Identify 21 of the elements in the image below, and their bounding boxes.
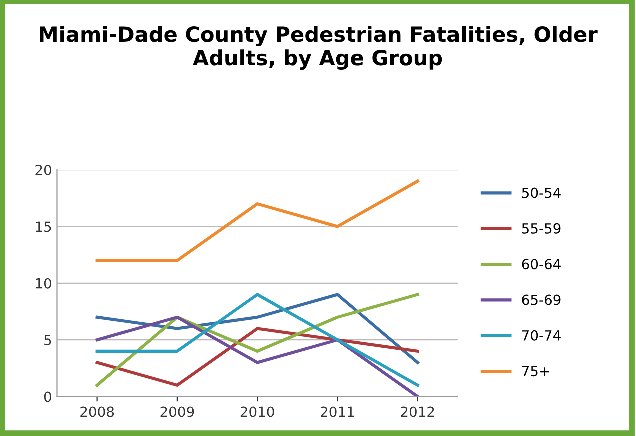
legend-label: 55-59: [522, 223, 561, 234]
y-tick-label: 20: [36, 165, 52, 176]
line-series: [96, 293, 420, 387]
x-tick-label: 2010: [240, 406, 274, 418]
x-tick-label: 2008: [80, 406, 114, 418]
legend-label: 60-64: [522, 259, 561, 270]
legend-label: 70-74: [522, 330, 561, 341]
x-tick-label: 2009: [160, 406, 194, 418]
y-tick-label: 10: [36, 278, 52, 289]
x-tick-label: 2012: [401, 406, 434, 418]
y-tick-label: 5: [44, 335, 52, 346]
line-series: [96, 316, 420, 397]
legend-label: 50-54: [522, 188, 561, 198]
y-tick-label: 15: [36, 222, 52, 232]
line-series: [96, 180, 420, 262]
y-tick-label: 0: [44, 392, 52, 402]
legend-label: 75+: [522, 366, 550, 377]
chart-title: Miami-Dade County Pedestrian Fatalities, Older Adults, by Age Group: [40, 26, 598, 70]
x-tick-label: 2011: [321, 406, 354, 418]
legend-label: 65-69: [522, 294, 561, 306]
line-series: [96, 327, 420, 387]
